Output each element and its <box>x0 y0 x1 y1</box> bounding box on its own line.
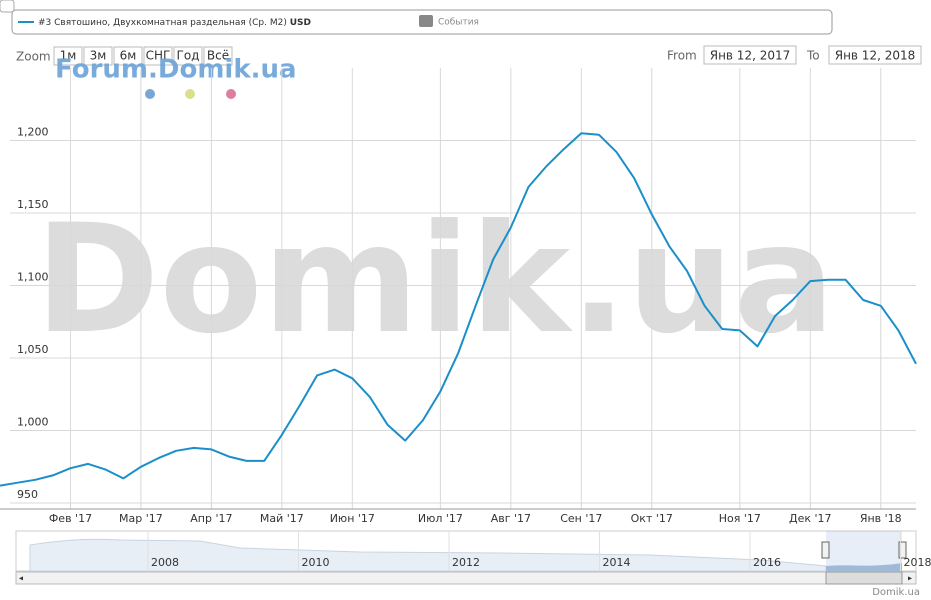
scrollbar-thumb[interactable] <box>825 571 903 585</box>
zoom-button[interactable] <box>203 46 233 66</box>
x-tick-label: Май '17 <box>260 512 304 525</box>
zoom-button[interactable] <box>143 46 173 66</box>
from-input[interactable] <box>703 45 797 65</box>
scroll-left[interactable]: ◂ <box>19 574 23 583</box>
x-tick-label: Окт '17 <box>631 512 673 525</box>
watermark-small: Forum.Domik.ua <box>55 55 297 85</box>
events-swatch <box>419 15 433 27</box>
legend-events[interactable]: События <box>438 18 479 28</box>
from-label: From <box>667 49 697 63</box>
navigator-handle[interactable] <box>821 541 830 559</box>
y-tick-label: 1,100 <box>17 271 49 284</box>
navigator-window[interactable] <box>826 531 902 571</box>
to-input[interactable] <box>828 45 922 65</box>
scrollbar[interactable] <box>15 571 917 585</box>
x-tick-label: Апр '17 <box>190 512 232 525</box>
zoom-button[interactable] <box>83 46 113 66</box>
navigator-label: 2008 <box>151 556 179 569</box>
zoom-button-label: СНГ <box>146 49 171 63</box>
x-tick-label: Сен '17 <box>560 512 602 525</box>
navigator-label: 2012 <box>452 556 480 569</box>
navigator-handle[interactable] <box>898 541 907 559</box>
x-tick-label: Янв '18 <box>860 512 902 525</box>
credit: Domik.ua <box>872 587 920 598</box>
navigator-label: 2016 <box>753 556 781 569</box>
y-tick-label: 1,150 <box>17 198 49 211</box>
scroll-right[interactable]: ▸ <box>908 574 912 583</box>
to-value: Янв 12, 2018 <box>835 49 916 63</box>
navigator-label: 2010 <box>302 556 330 569</box>
x-tick-label: Ноя '17 <box>719 512 761 525</box>
zoom-button-label: Всё <box>207 49 229 63</box>
zoom-button-label: 6м <box>120 49 137 63</box>
x-tick-label: Дек '17 <box>789 512 832 525</box>
zoom-label: Zoom <box>16 50 51 64</box>
x-tick-label: Мар '17 <box>119 512 163 525</box>
x-tick-label: Июн '17 <box>330 512 375 525</box>
y-tick-label: 950 <box>17 488 38 501</box>
navigator-window-series <box>826 563 902 571</box>
dot <box>226 89 236 99</box>
to-label: To <box>806 49 820 63</box>
y-tick-label: 1,200 <box>17 126 49 139</box>
dot <box>145 89 155 99</box>
y-tick-label: 1,000 <box>17 416 49 429</box>
legend-label: #3 Святошино, Двухкомнатная раздельная (… <box>38 18 287 28</box>
x-tick-label: Фев '17 <box>49 512 92 525</box>
zoom-button-label: 3м <box>90 49 107 63</box>
navigator-label: 2018 <box>904 556 931 569</box>
corner-handle <box>0 0 15 13</box>
dot <box>185 89 195 99</box>
x-tick-label: Июл '17 <box>418 512 463 525</box>
x-tick-label: Авг '17 <box>491 512 531 525</box>
zoom-button-label: Год <box>177 49 200 63</box>
series-line <box>0 132 917 487</box>
zoom-button-label: 1м <box>60 49 77 63</box>
zoom-button[interactable] <box>53 46 83 66</box>
legend-series[interactable]: #3 Святошино, Двухкомнатная раздельная (… <box>38 18 311 28</box>
watermark-large: Domik.ua <box>35 193 835 367</box>
zoom-button[interactable] <box>113 46 143 66</box>
navigator-series <box>29 538 827 572</box>
navigator-label: 2014 <box>603 556 631 569</box>
y-tick-label: 1,050 <box>17 343 49 356</box>
legend-currency: USD <box>290 18 311 28</box>
zoom-button[interactable] <box>173 46 203 66</box>
from-value: Янв 12, 2017 <box>710 49 791 63</box>
